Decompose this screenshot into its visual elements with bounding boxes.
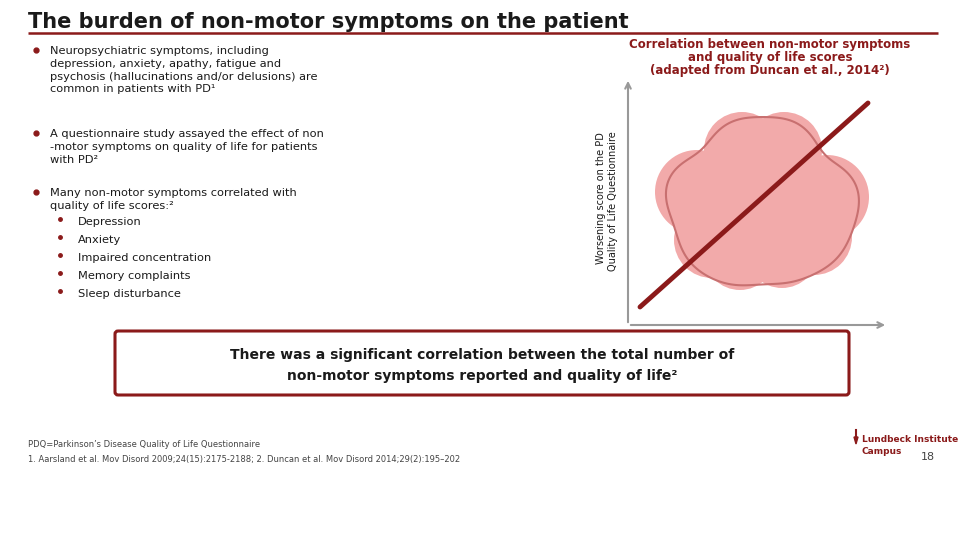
- Text: The burden of non-motor symptoms on the patient: The burden of non-motor symptoms on the …: [28, 12, 629, 32]
- Polygon shape: [854, 437, 858, 444]
- Text: Many non-motor symptoms correlated with
quality of life scores:²: Many non-motor symptoms correlated with …: [50, 188, 297, 211]
- Text: Correlation between non-motor symptoms: Correlation between non-motor symptoms: [630, 38, 911, 51]
- Text: and quality of life scores: and quality of life scores: [687, 51, 852, 64]
- Text: Campus: Campus: [862, 447, 902, 456]
- FancyBboxPatch shape: [115, 331, 849, 395]
- Text: Neuropsychiatric symptoms, including
depression, anxiety, apathy, fatigue and
ps: Neuropsychiatric symptoms, including dep…: [50, 46, 318, 94]
- Text: Depression: Depression: [78, 217, 142, 227]
- Text: Anxiety: Anxiety: [78, 235, 121, 245]
- Circle shape: [785, 155, 869, 239]
- Circle shape: [674, 202, 750, 278]
- Text: PDQ=Parkinson’s Disease Quality of Life Questionnaire: PDQ=Parkinson’s Disease Quality of Life …: [28, 440, 260, 449]
- Circle shape: [746, 216, 818, 288]
- Circle shape: [655, 150, 739, 234]
- Text: Increasing number of
non-motor symptoms: Increasing number of non-motor symptoms: [697, 363, 820, 386]
- Circle shape: [707, 147, 817, 257]
- Text: 1. Aarsland et al. Mov Disord 2009;24(15):2175-2188; 2. Duncan et al. Mov Disord: 1. Aarsland et al. Mov Disord 2009;24(15…: [28, 455, 460, 464]
- Text: 18: 18: [921, 452, 935, 462]
- Text: Sleep disturbance: Sleep disturbance: [78, 289, 180, 299]
- Text: Memory complaints: Memory complaints: [78, 271, 190, 281]
- Text: (adapted from Duncan et al., 2014²): (adapted from Duncan et al., 2014²): [650, 64, 890, 77]
- Text: There was a significant correlation between the total number of: There was a significant correlation betw…: [229, 348, 734, 362]
- Circle shape: [704, 218, 776, 290]
- Circle shape: [746, 112, 822, 188]
- Text: A questionnaire study assayed the effect of non
-motor symptoms on quality of li: A questionnaire study assayed the effect…: [50, 129, 324, 165]
- Text: Worsening score on the PD
Quality of Life Questionnaire: Worsening score on the PD Quality of Lif…: [595, 132, 618, 272]
- Circle shape: [704, 112, 780, 188]
- Text: Impaired concentration: Impaired concentration: [78, 253, 211, 263]
- Text: Lundbeck Institute: Lundbeck Institute: [862, 435, 958, 444]
- Text: non-motor symptoms reported and quality of life²: non-motor symptoms reported and quality …: [287, 369, 677, 383]
- Circle shape: [776, 199, 852, 275]
